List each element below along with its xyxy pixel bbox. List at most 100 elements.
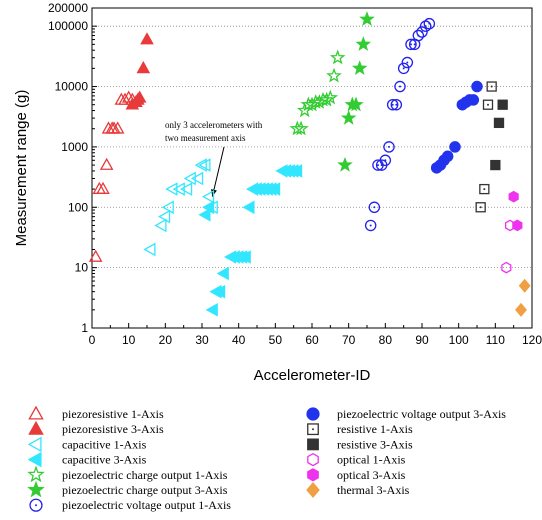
point-piezoelectric-voltage-output-1-axis <box>368 201 381 214</box>
point-capacitive-1-axis <box>194 158 207 172</box>
point-thermal-3-axis <box>515 302 527 317</box>
legend-marker-optical-1-axis <box>307 452 319 467</box>
legend-label: piezoresistive 3-Axis <box>62 422 164 436</box>
point-resistive-1-axis <box>475 202 486 213</box>
point-capacitive-3-axis <box>242 200 255 215</box>
legend-marker-capacitive-3-axis <box>27 451 42 468</box>
legend-label: piezoelectric charge output 1-Axis <box>62 468 228 482</box>
legend-marker-piezoresistive-3-axis <box>28 420 44 435</box>
point-piezoelectric-charge-output-1-axis <box>293 120 309 136</box>
legend-marker-piezoelectric-voltage-output-1-axis <box>29 498 43 512</box>
legend-label: resistive 1-Axis <box>337 422 413 436</box>
x-tick-label: 0 <box>89 333 96 347</box>
point-piezoelectric-voltage-output-1-axis <box>383 141 395 153</box>
legend-marker-piezoelectric-charge-output-1-axis <box>27 465 45 483</box>
point-piezoelectric-charge-output-1-axis <box>322 89 339 105</box>
point-piezoelectric-charge-output-3-axis <box>351 60 368 76</box>
point-piezoelectric-voltage-output-3-axis <box>467 94 480 106</box>
legend-label: thermal 3-Axis <box>337 483 410 497</box>
point-capacitive-1-axis <box>191 171 204 186</box>
point-piezoelectric-charge-output-3-axis <box>359 11 375 26</box>
legend-label: piezoresistive 1-Axis <box>62 407 164 421</box>
annotation-arrow <box>211 146 225 197</box>
point-piezoelectric-voltage-output-1-axis <box>394 80 406 93</box>
y-tick-label: 200000 <box>48 1 88 15</box>
point-piezoelectric-charge-output-1-axis <box>329 49 346 65</box>
point-piezoresistive-1-axis <box>99 157 114 170</box>
point-piezoelectric-charge-output-3-axis <box>337 157 353 172</box>
x-tick-label: 60 <box>305 333 319 347</box>
x-axis-title: Accelerometer-ID <box>254 367 371 384</box>
point-capacitive-1-axis <box>202 189 215 204</box>
legend-marker-piezoresistive-1-axis <box>28 405 44 420</box>
x-tick-label: 70 <box>342 333 356 347</box>
y-tick-label: 100 <box>68 200 88 214</box>
point-piezoresistive-3-axis <box>140 32 154 45</box>
point-capacitive-1-axis <box>165 182 178 196</box>
point-resistive-3-axis <box>490 159 501 171</box>
point-piezoelectric-voltage-output-3-axis <box>471 80 483 93</box>
y-axis-title: Measurement range (g) <box>13 90 30 247</box>
point-piezoelectric-voltage-output-1-axis <box>405 38 417 51</box>
annotation-line-2: two measurement axis <box>165 133 246 143</box>
legend-marker-resistive-3-axis <box>307 438 319 451</box>
point-piezoelectric-voltage-output-3-axis <box>441 150 454 163</box>
point-piezoelectric-charge-output-3-axis <box>355 36 372 51</box>
legend-marker-resistive-1-axis <box>307 423 319 436</box>
point-capacitive-1-axis <box>154 218 167 233</box>
point-capacitive-1-axis <box>161 200 174 215</box>
x-tick-label: 20 <box>159 333 173 347</box>
y-tick-label: 1 <box>81 321 88 335</box>
legend-marker-thermal-3-axis <box>306 481 320 499</box>
legend-label: capacitive 3-Axis <box>62 453 147 467</box>
legend-label: piezoelectric charge output 3-Axis <box>62 483 228 497</box>
point-optical-1-axis <box>501 261 512 274</box>
point-resistive-3-axis <box>497 99 508 110</box>
point-capacitive-1-axis <box>198 158 211 172</box>
point-piezoresistive-3-axis <box>132 90 147 103</box>
gridlines <box>92 25 532 269</box>
point-capacitive-3-axis <box>216 266 229 281</box>
point-piezoresistive-1-axis <box>96 181 110 194</box>
point-piezoelectric-voltage-output-1-axis <box>364 219 377 232</box>
point-capacitive-1-axis <box>143 242 156 257</box>
legend-label: resistive 3-Axis <box>337 437 413 451</box>
data-points <box>88 11 531 317</box>
x-tick-label: 50 <box>269 333 283 347</box>
point-resistive-3-axis <box>493 117 505 129</box>
legend-marker-piezoelectric-charge-output-3-axis <box>27 480 45 498</box>
point-piezoresistive-1-axis <box>121 90 136 103</box>
point-piezoelectric-voltage-output-1-axis <box>386 98 399 111</box>
point-piezoelectric-voltage-output-3-axis <box>449 141 461 153</box>
point-piezoresistive-3-axis <box>136 61 151 74</box>
plot-frame <box>91 7 533 329</box>
legend-marker-optical-3-axis <box>307 468 319 482</box>
point-piezoelectric-charge-output-3-axis <box>340 109 357 125</box>
legend-label: optical 3-Axis <box>337 468 406 482</box>
y-tick-label: 10 <box>75 261 89 275</box>
point-piezoelectric-voltage-output-1-axis <box>401 56 414 69</box>
annotation-line-1: only 3 accelerometers with <box>165 120 263 130</box>
point-capacitive-3-axis <box>205 303 218 317</box>
point-resistive-1-axis <box>482 99 494 110</box>
point-piezoresistive-1-axis <box>88 249 103 262</box>
point-capacitive-3-axis <box>198 208 211 222</box>
point-capacitive-1-axis <box>183 171 196 186</box>
point-piezoelectric-voltage-output-1-axis <box>423 17 436 30</box>
point-capacitive-3-axis <box>290 164 303 178</box>
annotation: only 3 accelerometers with two measureme… <box>165 120 263 197</box>
point-optical-3-axis <box>512 219 523 232</box>
point-piezoresistive-1-axis <box>110 121 125 134</box>
point-optical-3-axis <box>508 190 519 203</box>
point-piezoelectric-voltage-output-1-axis <box>397 62 410 75</box>
point-piezoresistive-1-axis <box>118 92 132 105</box>
point-resistive-1-axis <box>479 183 490 195</box>
x-tick-label: 90 <box>415 333 429 347</box>
x-tick-label: 100 <box>449 333 469 347</box>
x-tick-label: 120 <box>522 333 542 347</box>
x-tick-label: 10 <box>122 333 136 347</box>
point-capacitive-3-axis <box>213 284 226 299</box>
